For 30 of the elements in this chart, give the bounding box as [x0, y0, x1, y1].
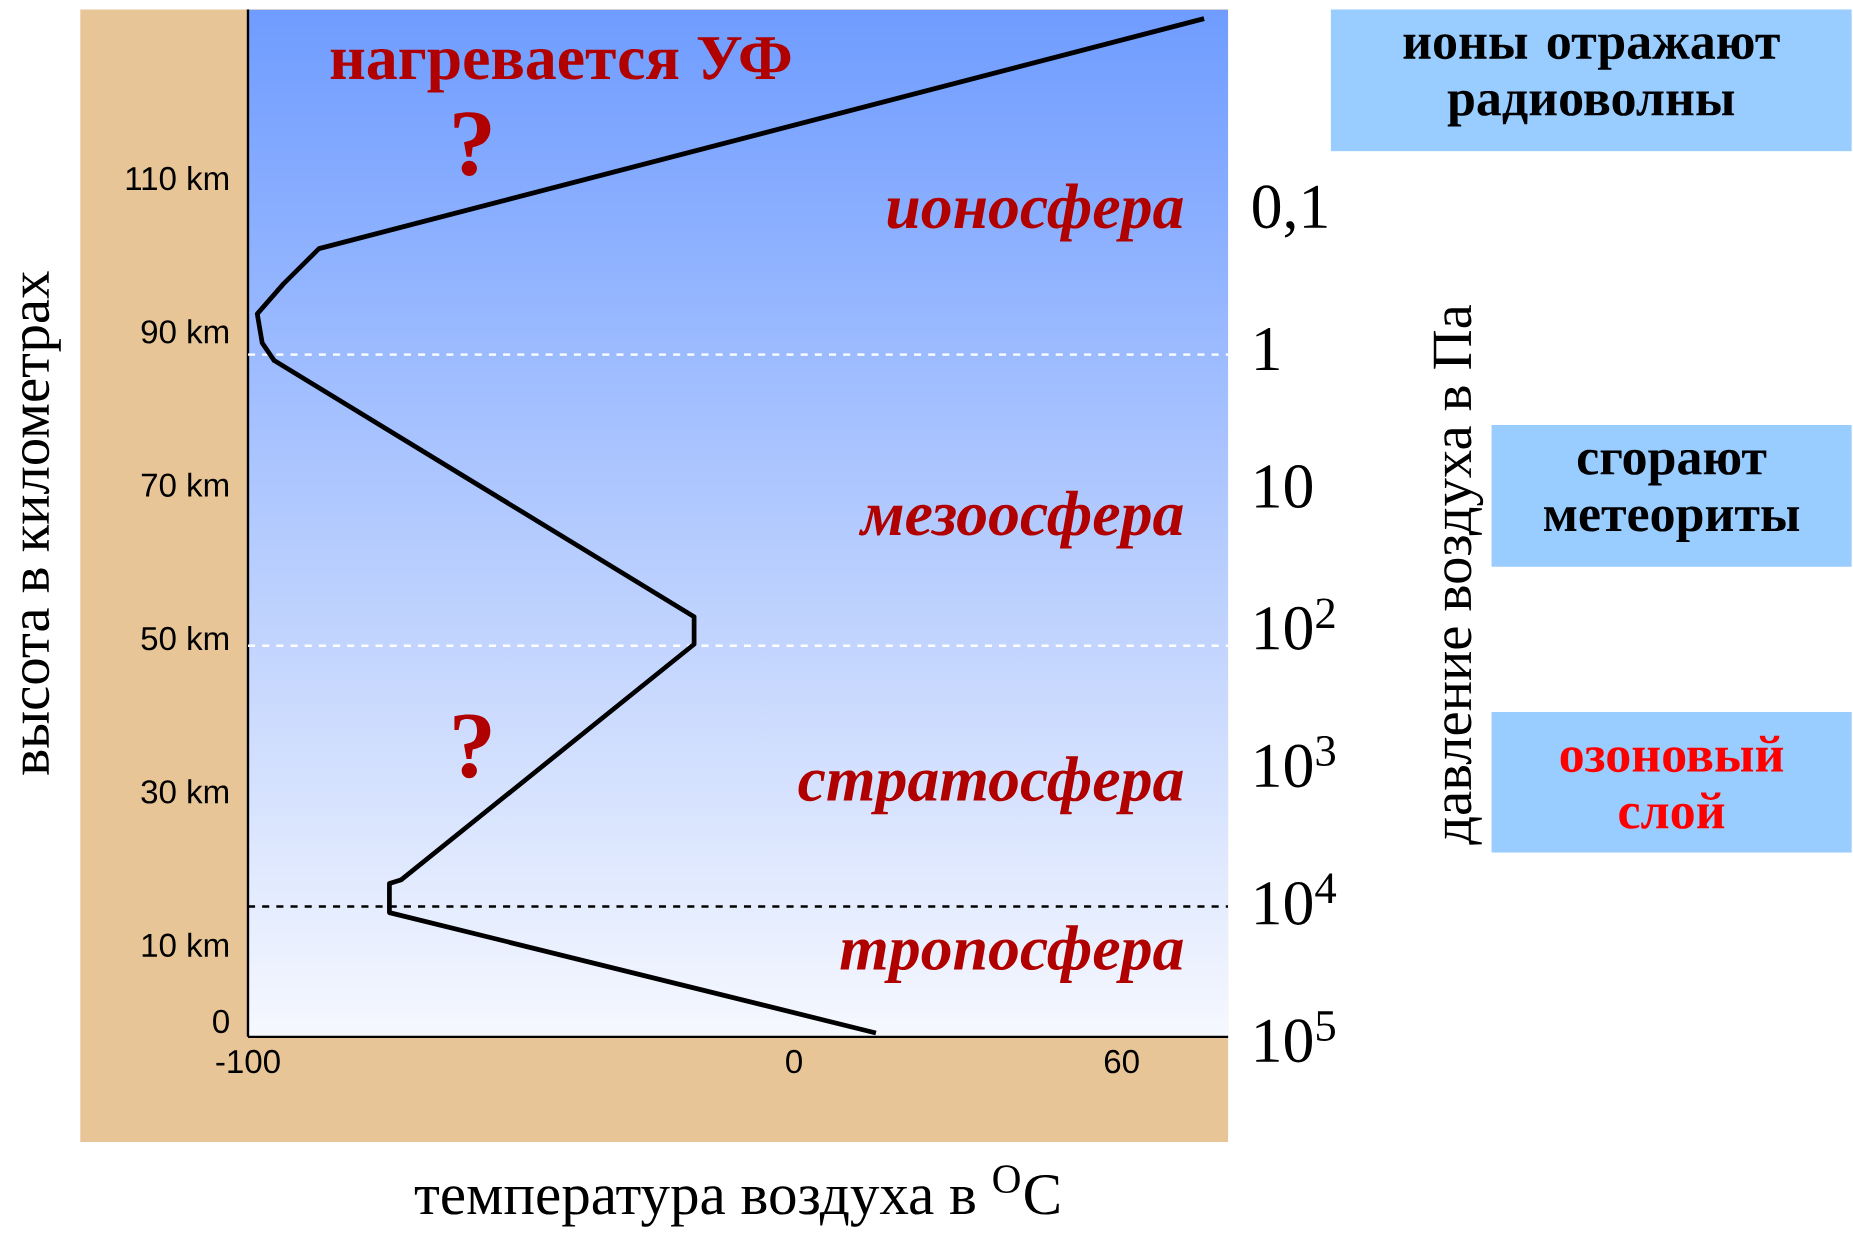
- y2-tick-label: 10$^{3}$: [1256, 736, 1335, 788]
- text: ионы отражают радиоволны: [1403, 34, 1780, 127]
- x-axis-title: температура воздуха в $^{O}$C: [414, 1165, 1059, 1227]
- y-tick-label: 50 km: [141, 626, 228, 651]
- annotation: ?: [454, 112, 491, 177]
- y2-tick-label: 1: [1256, 328, 1279, 371]
- annotation: нагревается УФ: [330, 37, 791, 93]
- text: озоновый слой: [1560, 736, 1784, 829]
- y-axis-title: высота в километрах: [22, 271, 61, 775]
- y-tick-label: 0: [213, 1009, 229, 1034]
- x-tick-label: 60: [1104, 1050, 1139, 1074]
- y-tick-label: 10 km: [142, 932, 228, 958]
- annotation: ионосфера: [887, 183, 1183, 242]
- x-tick-label: 0: [786, 1050, 802, 1074]
- y2-tick-label: 10$^{5}$: [1256, 1011, 1335, 1063]
- y2-tick-label: 10: [1256, 465, 1312, 509]
- y-tick-label: 70 km: [141, 472, 228, 498]
- annotation: тропосфера: [840, 925, 1183, 984]
- y2-tick-label: 10$^{2}$: [1256, 598, 1335, 651]
- text: сгорают метеориты: [1543, 450, 1800, 543]
- x-tick-label: -100: [216, 1050, 280, 1074]
- y2-axis-title: давление воздуха в Па: [1433, 305, 1484, 846]
- y-tick-label: 30 km: [141, 779, 228, 804]
- y-tick-label: 110 km: [126, 166, 228, 191]
- y-tick-label: 90 km: [141, 319, 228, 344]
- annotation: ?: [454, 714, 491, 779]
- annotation: стратосфера: [798, 756, 1183, 815]
- annotation: мезоосфера: [858, 490, 1183, 549]
- y2-tick-label: 0,1: [1253, 185, 1327, 238]
- y2-tick-label: 10$^{4}$: [1256, 873, 1337, 926]
